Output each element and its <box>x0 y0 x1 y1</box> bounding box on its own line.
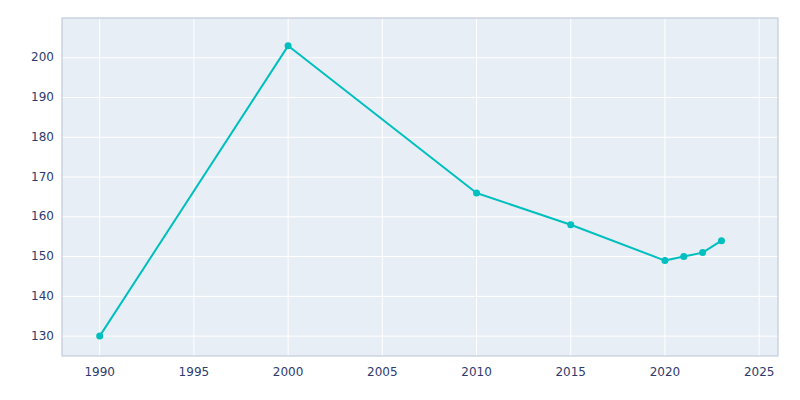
y-tick-label: 150 <box>31 249 54 263</box>
x-tick-label: 2010 <box>461 365 492 379</box>
grid-line-y <box>62 57 778 58</box>
grid-line-x <box>476 18 477 356</box>
point <box>96 333 103 340</box>
grid-line-y <box>62 177 778 178</box>
point <box>567 221 574 228</box>
series <box>96 42 725 339</box>
grid-line-x <box>570 18 571 356</box>
point <box>718 237 725 244</box>
grid-line-y <box>62 256 778 257</box>
x-tick-label: 2000 <box>273 365 304 379</box>
point <box>473 189 480 196</box>
x-tick-label: 1990 <box>84 365 115 379</box>
y-tick-label: 180 <box>31 130 54 144</box>
grid-line-y <box>62 137 778 138</box>
x-tick-label: 2005 <box>367 365 398 379</box>
y-tick-label: 130 <box>31 329 54 343</box>
point <box>285 42 292 49</box>
grid-line-x <box>288 18 289 356</box>
point <box>699 249 706 256</box>
line <box>100 46 722 336</box>
y-tick-label: 140 <box>31 289 54 303</box>
grid <box>62 18 778 356</box>
grid-line-y <box>62 336 778 337</box>
plot-background <box>62 18 778 356</box>
chart: 130 140 150 160 170 180 190 200 1990 1995 2000 2005… <box>0 0 800 400</box>
grid-line-y <box>62 97 778 98</box>
y-tick-label: 190 <box>31 90 54 104</box>
x-tick-label: 2015 <box>555 365 586 379</box>
y-tick-label: 200 <box>31 50 54 64</box>
grid-line-x <box>664 18 665 356</box>
y-tick-label: 170 <box>31 170 54 184</box>
x-tick-label: 2025 <box>744 365 775 379</box>
x-tick-label: 1995 <box>179 365 210 379</box>
grid-line-x <box>759 18 760 356</box>
point <box>661 257 668 264</box>
plot-frame <box>62 18 778 356</box>
grid-line-y <box>62 296 778 297</box>
chart-container: 130 140 150 160 170 180 190 200 1990 1995 2000 2005… <box>0 0 800 400</box>
point <box>680 253 687 260</box>
y-tick-label: 160 <box>31 209 54 223</box>
grid-line-x <box>193 18 194 356</box>
grid-line-x <box>99 18 100 356</box>
x-tick-label: 2020 <box>650 365 681 379</box>
grid-line-x <box>382 18 383 356</box>
grid-line-y <box>62 216 778 217</box>
